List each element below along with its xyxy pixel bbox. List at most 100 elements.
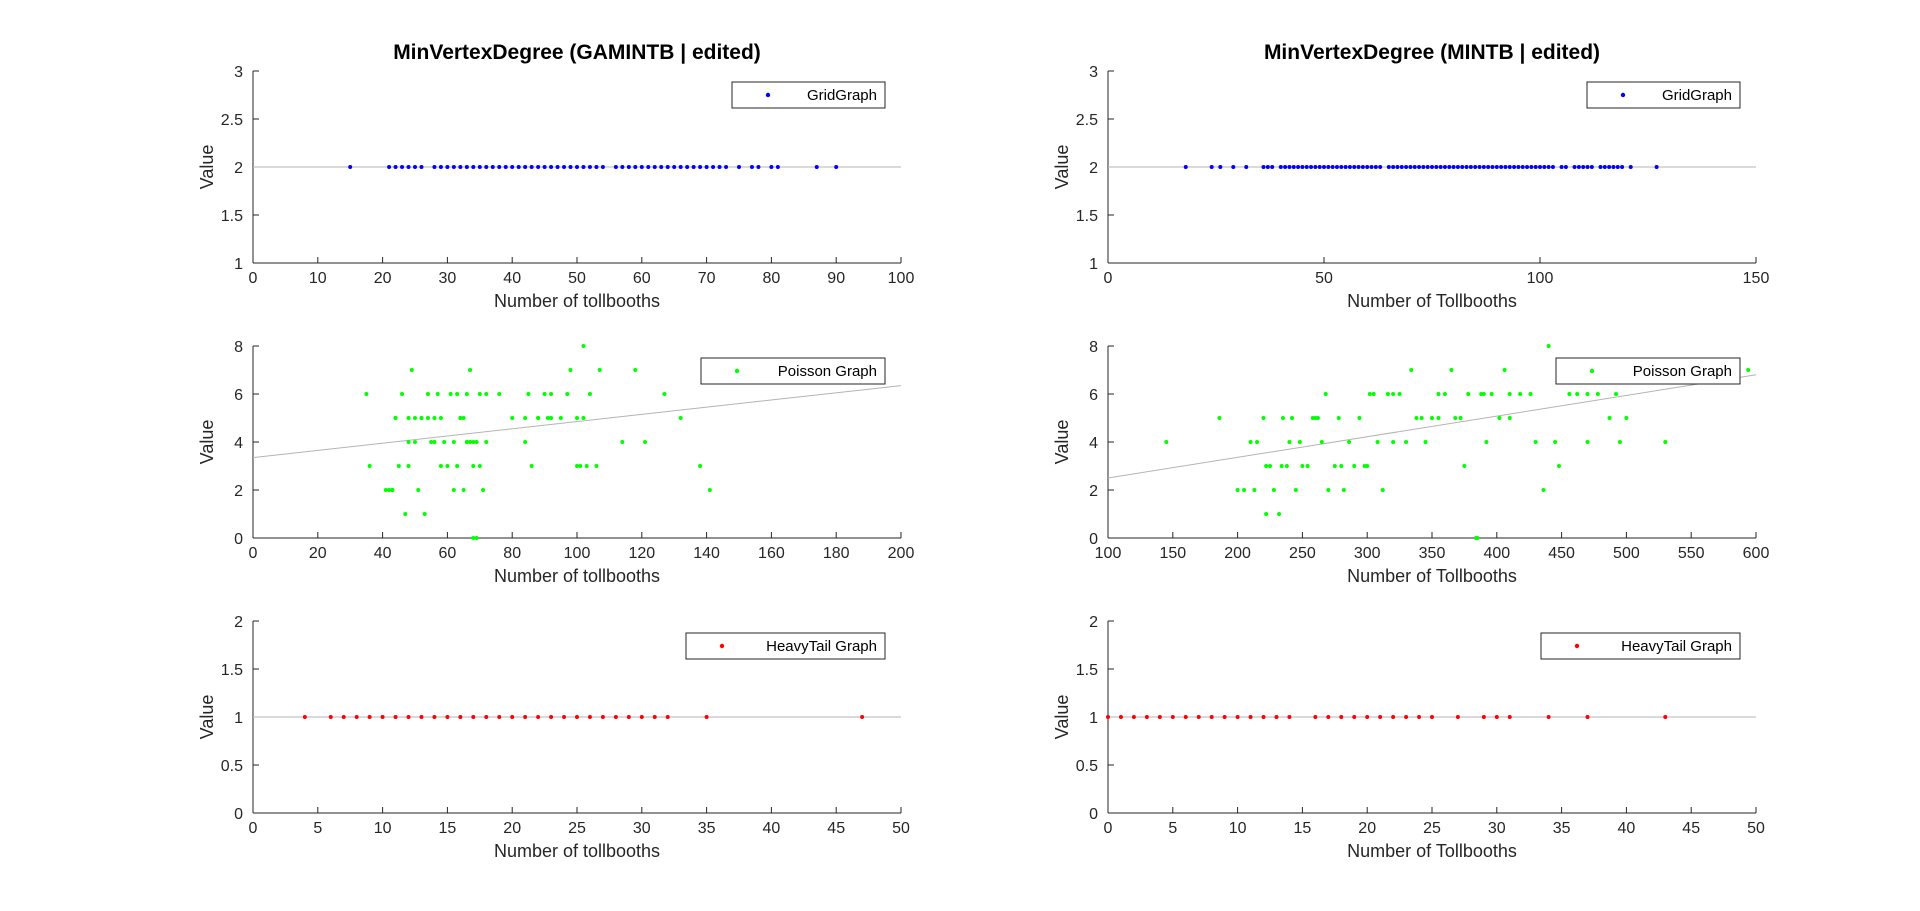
data-point: [461, 416, 466, 420]
data-point: [659, 165, 664, 169]
data-point: [652, 165, 657, 169]
y-tick-label: 4: [1089, 435, 1098, 452]
data-point: [1607, 165, 1612, 169]
data-point: [445, 165, 450, 169]
data-point: [484, 165, 489, 169]
data-point: [510, 165, 515, 169]
data-point: [620, 440, 625, 444]
data-point: [1481, 165, 1486, 169]
data-point: [464, 440, 469, 444]
data-point: [383, 488, 388, 492]
data-point: [587, 165, 592, 169]
data-point: [549, 416, 554, 420]
data-point: [1464, 165, 1469, 169]
data-point: [1352, 464, 1357, 468]
data-point: [749, 165, 754, 169]
data-point: [1323, 392, 1328, 396]
data-point: [1475, 536, 1480, 540]
data-point: [1339, 165, 1344, 169]
data-point: [1455, 715, 1460, 719]
data-point: [432, 715, 437, 719]
data-point: [597, 368, 602, 372]
data-point: [468, 440, 473, 444]
data-point: [1265, 165, 1270, 169]
data-point: [639, 165, 644, 169]
data-point: [707, 488, 712, 492]
data-point: [425, 416, 430, 420]
data-point: [1264, 464, 1269, 468]
x-tick-label: 160: [758, 545, 785, 562]
data-point: [1222, 715, 1227, 719]
data-point: [1391, 440, 1396, 444]
data-point: [626, 715, 631, 719]
x-tick-label: 5: [1168, 820, 1177, 837]
data-point: [1106, 715, 1110, 719]
data-point: [1542, 165, 1547, 169]
data-point: [396, 464, 401, 468]
data-point: [1611, 165, 1616, 169]
data-point: [523, 440, 528, 444]
data-point: [455, 464, 460, 468]
data-point: [445, 715, 450, 719]
data-point: [1525, 165, 1530, 169]
data-point: [497, 165, 502, 169]
data-point: [536, 165, 541, 169]
data-point: [1287, 440, 1292, 444]
data-point: [1507, 416, 1512, 420]
data-point: [471, 440, 476, 444]
x-tick-label: 5: [313, 820, 322, 837]
y-tick-label: 2.5: [221, 112, 243, 129]
data-point: [1347, 165, 1352, 169]
data-point: [581, 165, 586, 169]
data-point: [860, 715, 865, 719]
data-point: [328, 715, 333, 719]
data-point: [526, 392, 531, 396]
data-point: [1300, 464, 1305, 468]
y-axis-label: Value: [1052, 695, 1072, 740]
data-point: [724, 165, 729, 169]
x-tick-label: 50: [892, 820, 910, 837]
data-point: [1261, 165, 1266, 169]
x-tick-label: 100: [888, 270, 915, 287]
data-point: [549, 165, 554, 169]
data-point: [672, 165, 677, 169]
data-point: [406, 165, 411, 169]
data-point: [1581, 165, 1586, 169]
x-tick-label: 120: [628, 545, 655, 562]
data-point: [1380, 488, 1385, 492]
data-point: [691, 165, 696, 169]
data-point: [1414, 416, 1419, 420]
data-point: [1367, 392, 1372, 396]
x-axis-label: Number of tollbooths: [494, 291, 660, 311]
legend-box: [1586, 81, 1741, 109]
data-point: [1423, 440, 1428, 444]
data-point: [471, 536, 476, 540]
data-point: [1572, 165, 1577, 169]
x-tick-label: 40: [503, 270, 521, 287]
data-point: [1607, 416, 1612, 420]
y-tick-label: 3: [234, 64, 243, 81]
data-point: [1287, 165, 1292, 169]
data-point: [1442, 165, 1447, 169]
data-point: [652, 715, 657, 719]
y-tick-label: 0: [234, 806, 243, 823]
data-point: [1341, 488, 1346, 492]
data-point: [769, 165, 774, 169]
data-point: [737, 165, 741, 169]
data-point: [555, 165, 560, 169]
data-point: [1231, 165, 1236, 169]
data-point: [1449, 368, 1454, 372]
legend-box: [1540, 632, 1741, 660]
x-tick-label: 140: [693, 545, 720, 562]
data-point: [558, 416, 563, 420]
data-point: [393, 715, 398, 719]
data-point: [646, 165, 651, 169]
data-point: [471, 464, 476, 468]
x-tick-label: 200: [1224, 545, 1251, 562]
data-point: [584, 464, 589, 468]
data-point: [1343, 165, 1348, 169]
data-point: [1589, 165, 1594, 169]
x-tick-label: 300: [1354, 545, 1381, 562]
data-point: [665, 165, 670, 169]
data-point: [406, 715, 411, 719]
